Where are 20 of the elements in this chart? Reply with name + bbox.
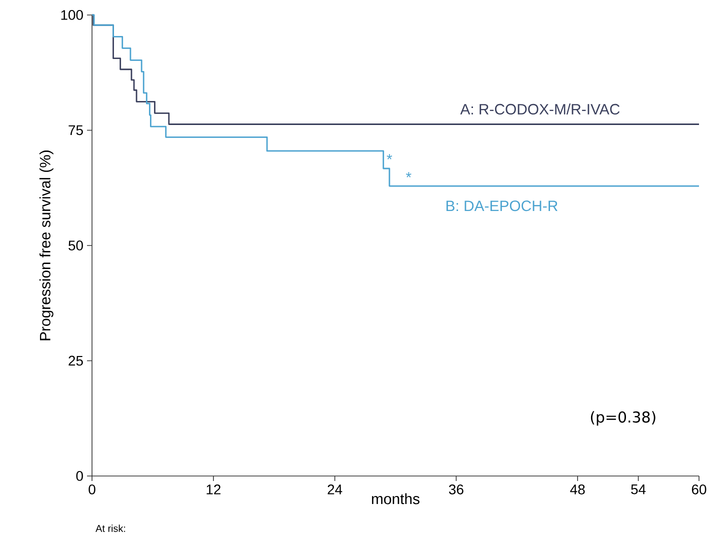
y-tick-label: 100 <box>61 10 83 20</box>
text: At risk: <box>96 524 126 532</box>
y-tick-label: 0 <box>76 471 83 481</box>
y-tick-label: 50 <box>68 240 83 250</box>
x-tick-label: 48 <box>570 484 585 494</box>
x-tick-label: 36 <box>448 484 464 494</box>
y-tick-label: 75 <box>68 125 83 136</box>
annotation: (p=0.38) <box>590 411 656 426</box>
x-tick-label: 0 <box>88 484 96 494</box>
x-tick-label: 24 <box>328 484 342 494</box>
x-tick-label: 12 <box>206 484 220 494</box>
annotation: * <box>406 172 412 178</box>
x-tick-label: 54 <box>631 484 646 494</box>
series-label: B: DA-EPOCH-R <box>446 200 558 212</box>
x-tick-label: 60 <box>692 484 706 494</box>
series-label: A: R-CODOX-M/R-IVAC <box>460 104 620 115</box>
y-axis-title: Progression free survival (%) <box>39 150 54 340</box>
annotation: * <box>386 154 392 160</box>
x-axis-title: months <box>372 493 420 504</box>
y-tick-label: 25 <box>68 356 83 366</box>
